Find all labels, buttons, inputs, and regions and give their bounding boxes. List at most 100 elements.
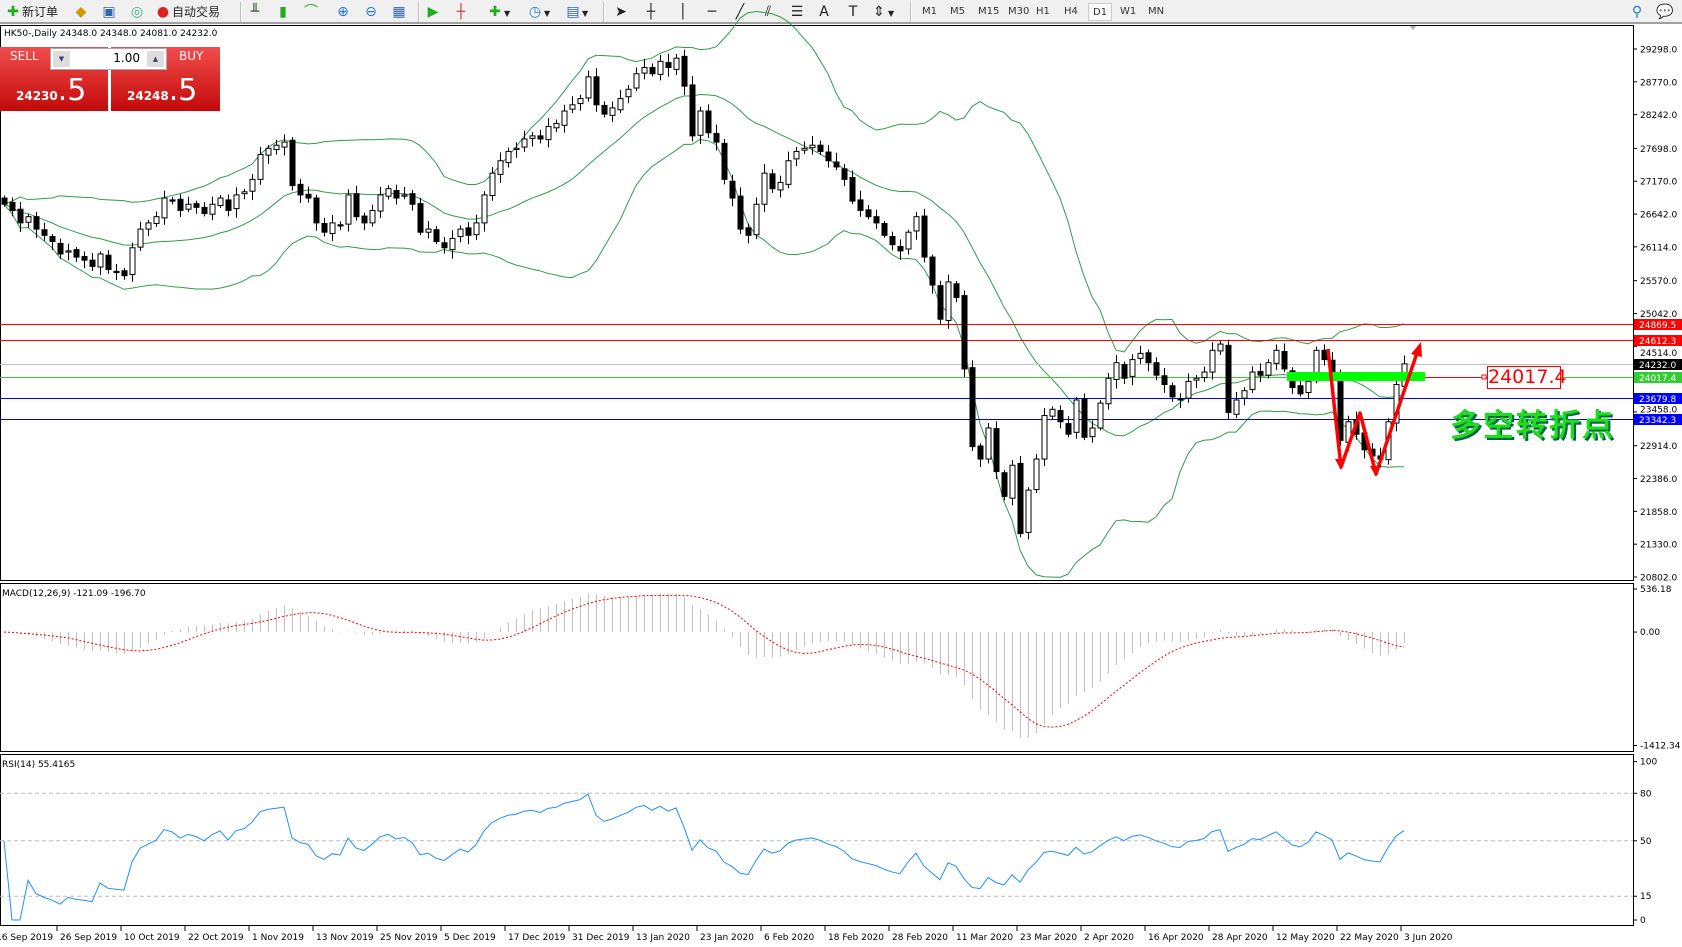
text-tool[interactable]: A [815, 3, 833, 21]
candle-body [713, 132, 720, 143]
candle-body [105, 254, 112, 270]
candle-body [393, 190, 400, 199]
zoom-out-icon: ⊖ [365, 4, 377, 20]
channel-tool[interactable]: ⫽ [759, 3, 777, 21]
label-tool[interactable]: T [844, 3, 862, 21]
timeframe-mn[interactable]: MN [1148, 6, 1165, 17]
candle [369, 204, 376, 227]
auto-trading-button[interactable]: ● 自动交易 [154, 3, 220, 21]
chart-info-line: HK50-,Daily 24348.0 24348.0 24081.0 2423… [4, 29, 218, 39]
chart-shift-button[interactable]: ┼ [452, 3, 470, 21]
candle-body [1209, 349, 1216, 373]
candle [161, 190, 168, 225]
new-order-button[interactable]: ✚ 新订单 [4, 3, 58, 21]
pivot-point-annotation[interactable]: 多空转折点 [1450, 408, 1615, 444]
date-label: 5 Dec 2019 [444, 933, 496, 943]
price-tag-label: 23342.3 [1639, 416, 1676, 426]
price-tag-label: 24232.0 [1639, 361, 1676, 371]
lot-size-stepper[interactable]: ▼ 1.00 ▲ [50, 48, 167, 70]
indicators-button[interactable]: ✚ ▼ [486, 3, 510, 21]
bar-chart-button[interactable]: ╨ [246, 3, 264, 21]
line-chart-icon: ⌒ [304, 4, 318, 20]
candle-body [1, 197, 8, 205]
templates-button[interactable]: ▤ ▼ [564, 3, 588, 21]
timeframe-h1[interactable]: H1 [1036, 6, 1050, 17]
candle-body [377, 194, 384, 212]
candle-body [1001, 472, 1008, 497]
candle-body [425, 228, 432, 233]
zoom-out-button[interactable]: ⊖ [362, 3, 380, 21]
horizontal-line-icon: ─ [707, 4, 717, 20]
candle-body [897, 246, 904, 252]
candle [1049, 406, 1056, 420]
candle-body [481, 194, 488, 224]
one-click-trading-panel: SELL 24230.5 BUY 24248.5 ▼ 1.00 ▲ [0, 47, 220, 111]
signals-button[interactable]: ◎ [128, 3, 146, 21]
autoscroll-button[interactable]: ▶ [424, 3, 442, 21]
candle [729, 174, 736, 207]
fibonacci-tool[interactable]: ☰ [788, 3, 806, 21]
candle [513, 142, 520, 158]
candle-body [313, 197, 320, 224]
candle-body [1273, 349, 1280, 364]
date-label: 26 Sep 2019 [60, 933, 117, 943]
chat-button[interactable]: 💬 [1656, 3, 1674, 21]
market-watch-button[interactable]: ◆ [72, 3, 90, 21]
timeframe-m1[interactable]: M1 [922, 6, 937, 17]
search-button[interactable]: ⚲ [1628, 3, 1646, 21]
candle [945, 274, 952, 329]
candle [713, 124, 720, 151]
sell-button[interactable]: SELL 24230.5 [0, 47, 108, 111]
candle-body [217, 197, 224, 206]
decrease-lots-button[interactable]: ▼ [53, 51, 70, 67]
pivot-price-label[interactable]: 24017.4 [1487, 366, 1567, 389]
candle [217, 194, 224, 209]
bollinger-upper-band [3, 11, 1405, 353]
timeframe-h4[interactable]: H4 [1064, 6, 1078, 17]
timeframe-m5[interactable]: M5 [950, 6, 965, 17]
candle [257, 146, 264, 185]
increase-lots-button[interactable]: ▲ [147, 51, 164, 67]
navigator-button[interactable]: ▣ [100, 3, 118, 21]
candle-body [1225, 344, 1232, 413]
candle [361, 212, 368, 231]
candle-body [785, 160, 792, 185]
candle-body [1065, 423, 1072, 435]
timeframe-w1[interactable]: W1 [1120, 6, 1137, 17]
candle [553, 119, 560, 132]
candle-body [65, 250, 72, 253]
zoom-in-button[interactable]: ⊕ [334, 3, 352, 21]
candle-body [281, 141, 288, 148]
date-label: 18 Feb 2020 [828, 933, 884, 943]
timeframe-m15[interactable]: M15 [978, 6, 1000, 17]
tile-windows-button[interactable]: ▦ [390, 3, 408, 21]
candle-body [777, 181, 784, 191]
date-label: 22 May 2020 [1340, 933, 1399, 943]
lot-size-input[interactable]: 1.00 [113, 51, 140, 65]
timeframe-m30[interactable]: M30 [1008, 6, 1030, 17]
arrows-tool[interactable]: ⇕ ▼ [870, 3, 894, 21]
line-chart-button[interactable]: ⌒ [302, 3, 320, 21]
timeframe-d1[interactable]: D1 [1088, 3, 1113, 21]
candle [545, 118, 552, 148]
candle-body [489, 172, 496, 197]
periods-button[interactable]: ◷ ▼ [526, 3, 550, 21]
trendline-tool[interactable]: ╱ [731, 3, 749, 21]
candle [41, 222, 48, 241]
candle [985, 422, 992, 464]
candle-body [1089, 427, 1096, 438]
date-label: 28 Apr 2020 [1212, 933, 1268, 943]
candle [481, 191, 488, 232]
candle-body [1049, 408, 1056, 417]
cursor-tool[interactable]: ➤ [612, 3, 630, 21]
crosshair-tool[interactable]: ┼ [642, 3, 660, 21]
vertical-line-tool[interactable]: │ [674, 3, 692, 21]
candle-body [617, 98, 624, 111]
candlestick-button[interactable]: ▮ [274, 3, 292, 21]
buy-label: BUY [179, 49, 204, 63]
candle-body [961, 295, 968, 370]
arrow-head-icon [1411, 342, 1422, 357]
horizontal-line-tool[interactable]: ─ [703, 3, 721, 21]
candle [1, 195, 8, 207]
